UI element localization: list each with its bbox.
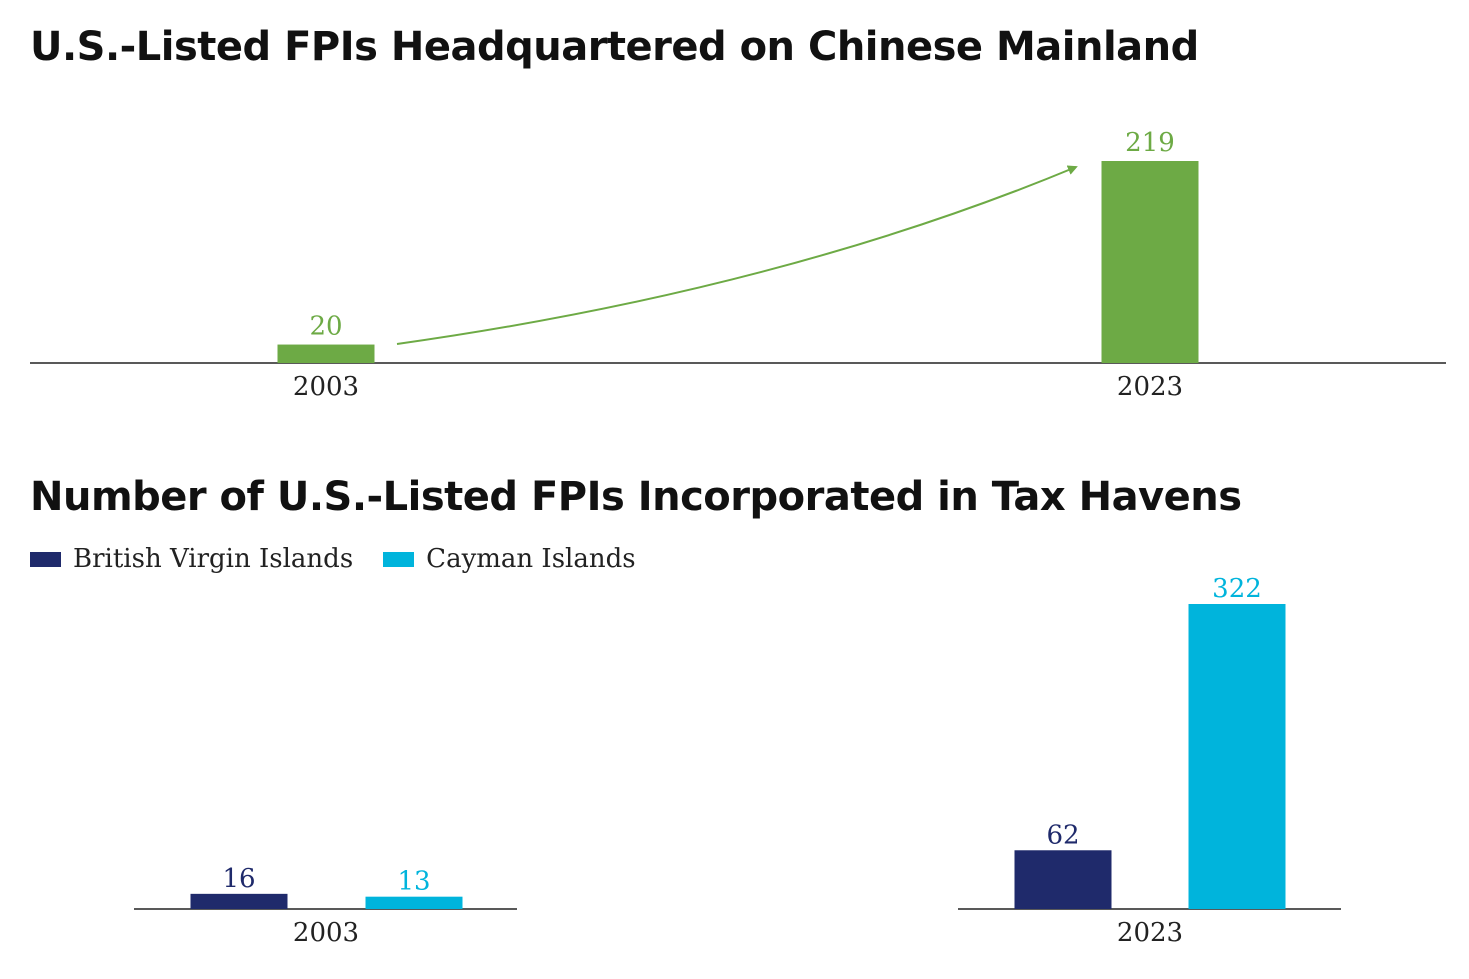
- legend-label-bvi: British Virgin Islands: [73, 544, 354, 574]
- chart-2-tick-label-2003: 2003: [293, 918, 359, 948]
- chart-1-growth-arrow: [396, 165, 1078, 345]
- chart-2-bar-british-virgin-islands-2003: [190, 893, 288, 909]
- chart-1-title: U.S.-Listed FPIs Headquartered on Chines…: [30, 24, 1199, 70]
- legend: British Virgin Islands Cayman Islands: [30, 544, 666, 574]
- chart-2-data-label-british-virgin-islands-2003: 16: [222, 864, 255, 894]
- legend-item-bvi: British Virgin Islands: [30, 544, 353, 574]
- legend-swatch-cayman: [383, 551, 415, 567]
- chart-1-tick-label-2023: 2023: [1117, 372, 1183, 402]
- chart-2-data-label-british-virgin-islands-2023: 62: [1046, 820, 1079, 850]
- chart-1-tick-label-2003: 2003: [293, 372, 359, 402]
- chart-1-bar-2023: [1101, 161, 1199, 363]
- chart-1-data-label-2003: 20: [309, 312, 342, 342]
- chart-1-bar-2003: [277, 344, 375, 363]
- legend-item-cayman: Cayman Islands: [383, 544, 636, 574]
- legend-label-cayman: Cayman Islands: [426, 544, 636, 574]
- chart-2-bar-british-virgin-islands-2023: [1014, 850, 1112, 909]
- chart-2-bar-cayman-islands-2003: [365, 896, 463, 909]
- chart-1-data-label-2023: 219: [1125, 128, 1175, 158]
- chart-2-title: Number of U.S.-Listed FPIs Incorporated …: [30, 474, 1242, 520]
- chart-2-data-label-cayman-islands-2003: 13: [397, 867, 430, 897]
- chart-2-tick-label-2023: 2023: [1117, 918, 1183, 948]
- chart-2-bar-cayman-islands-2023: [1188, 604, 1286, 909]
- chart-2-data-label-cayman-islands-2023: 322: [1212, 574, 1262, 604]
- legend-swatch-bvi: [30, 551, 61, 567]
